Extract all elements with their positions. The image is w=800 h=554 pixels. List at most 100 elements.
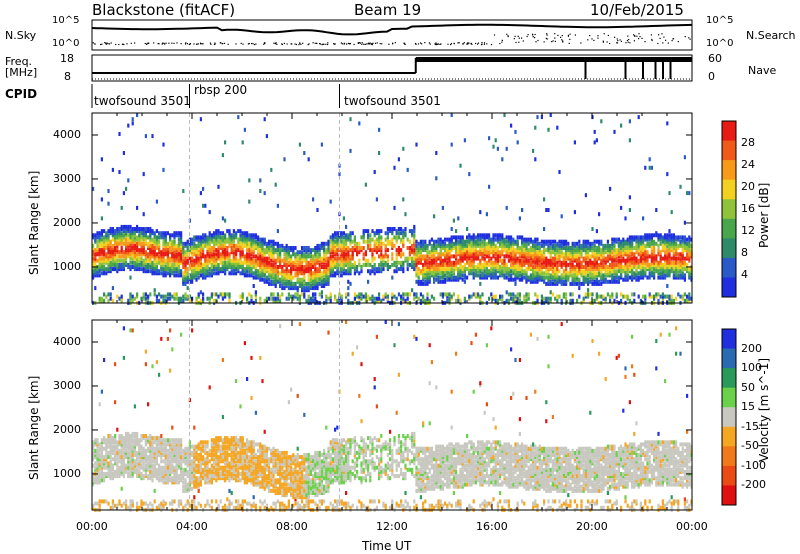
data-cell <box>569 258 572 263</box>
data-cell <box>562 281 565 286</box>
data-cell <box>138 229 141 234</box>
nsearch-dot <box>161 43 163 45</box>
nsearch-dot <box>371 44 373 46</box>
nsearch-dot <box>281 43 283 45</box>
data-cell <box>477 250 480 255</box>
data-cell <box>340 256 343 261</box>
data-cell <box>554 277 557 282</box>
data-cell <box>347 254 350 259</box>
data-cell <box>340 243 343 248</box>
nsearch-dot <box>348 43 350 45</box>
data-cell <box>114 256 117 261</box>
data-cell <box>215 231 218 236</box>
data-cell <box>349 265 352 269</box>
data-cell <box>518 258 521 263</box>
data-cell <box>243 271 246 276</box>
data-cell <box>92 248 95 253</box>
data-cell <box>615 237 618 242</box>
data-cell <box>430 265 433 269</box>
data-cell <box>450 275 453 280</box>
data-cell <box>94 235 97 240</box>
data-cell <box>111 262 114 267</box>
data-cell <box>560 265 563 269</box>
data-cell <box>393 262 396 267</box>
data-cell <box>250 235 253 240</box>
data-cell <box>397 267 400 272</box>
data-cell <box>644 258 647 263</box>
data-cell <box>153 246 156 250</box>
data-cell <box>215 260 218 265</box>
data-cell <box>103 239 106 244</box>
data-cell <box>529 239 532 244</box>
data-cell <box>468 250 471 255</box>
data-cell <box>276 292 279 297</box>
data-cell <box>459 298 462 303</box>
data-cell <box>622 256 625 261</box>
data-cell <box>215 252 218 257</box>
data-cell <box>551 273 554 278</box>
data-cell <box>298 284 301 288</box>
data-cell <box>162 250 165 255</box>
nsearch-dot <box>429 43 431 45</box>
data-cell <box>668 260 671 265</box>
data-cell <box>576 248 579 253</box>
data-cell <box>578 258 581 263</box>
data-cell <box>479 281 482 286</box>
data-cell <box>164 233 167 238</box>
data-cell <box>169 241 172 246</box>
data-cell <box>516 243 519 248</box>
data-cell <box>323 271 326 276</box>
data-cell <box>232 256 235 261</box>
data-cell <box>349 254 352 259</box>
data-cell <box>217 250 220 255</box>
data-cell <box>523 260 526 265</box>
data-cell <box>109 262 112 267</box>
data-cell <box>455 237 458 242</box>
data-cell <box>197 256 200 261</box>
data-cell <box>301 281 304 286</box>
data-cell <box>136 265 139 269</box>
data-cell <box>556 241 559 246</box>
data-cell <box>529 250 532 255</box>
data-cell <box>666 172 669 177</box>
data-cell <box>628 119 631 124</box>
data-cell <box>633 258 636 263</box>
nsearch-dot <box>554 40 556 42</box>
data-cell <box>391 246 394 250</box>
data-cell <box>158 250 161 255</box>
data-cell <box>540 265 543 269</box>
data-cell <box>142 292 145 297</box>
data-cell <box>428 267 431 272</box>
data-cell <box>485 273 488 278</box>
data-cell <box>263 273 266 278</box>
data-cell <box>270 296 273 301</box>
nsearch-dot <box>521 37 523 39</box>
data-cell <box>274 279 277 284</box>
data-cell <box>373 246 376 250</box>
data-cell <box>279 271 282 276</box>
data-cell <box>479 243 482 248</box>
data-cell <box>501 243 504 248</box>
data-cell <box>191 256 194 261</box>
data-cell <box>239 246 242 250</box>
data-cell <box>248 178 251 183</box>
data-cell <box>428 256 431 261</box>
data-cell <box>221 248 224 253</box>
data-cell <box>320 260 323 265</box>
data-cell <box>611 294 614 299</box>
data-cell <box>129 237 132 242</box>
data-cell <box>435 239 438 244</box>
data-cell <box>279 279 282 284</box>
data-cell <box>406 296 409 301</box>
data-cell <box>606 267 609 272</box>
data-cell <box>664 235 667 240</box>
data-cell <box>261 241 264 246</box>
data-cell <box>529 237 532 242</box>
data-cell <box>195 248 198 253</box>
data-cell <box>397 248 400 253</box>
data-cell <box>114 267 117 272</box>
nsearch-dot <box>661 33 663 35</box>
data-cell <box>587 281 590 286</box>
data-cell <box>103 243 106 248</box>
data-cell <box>122 258 125 263</box>
